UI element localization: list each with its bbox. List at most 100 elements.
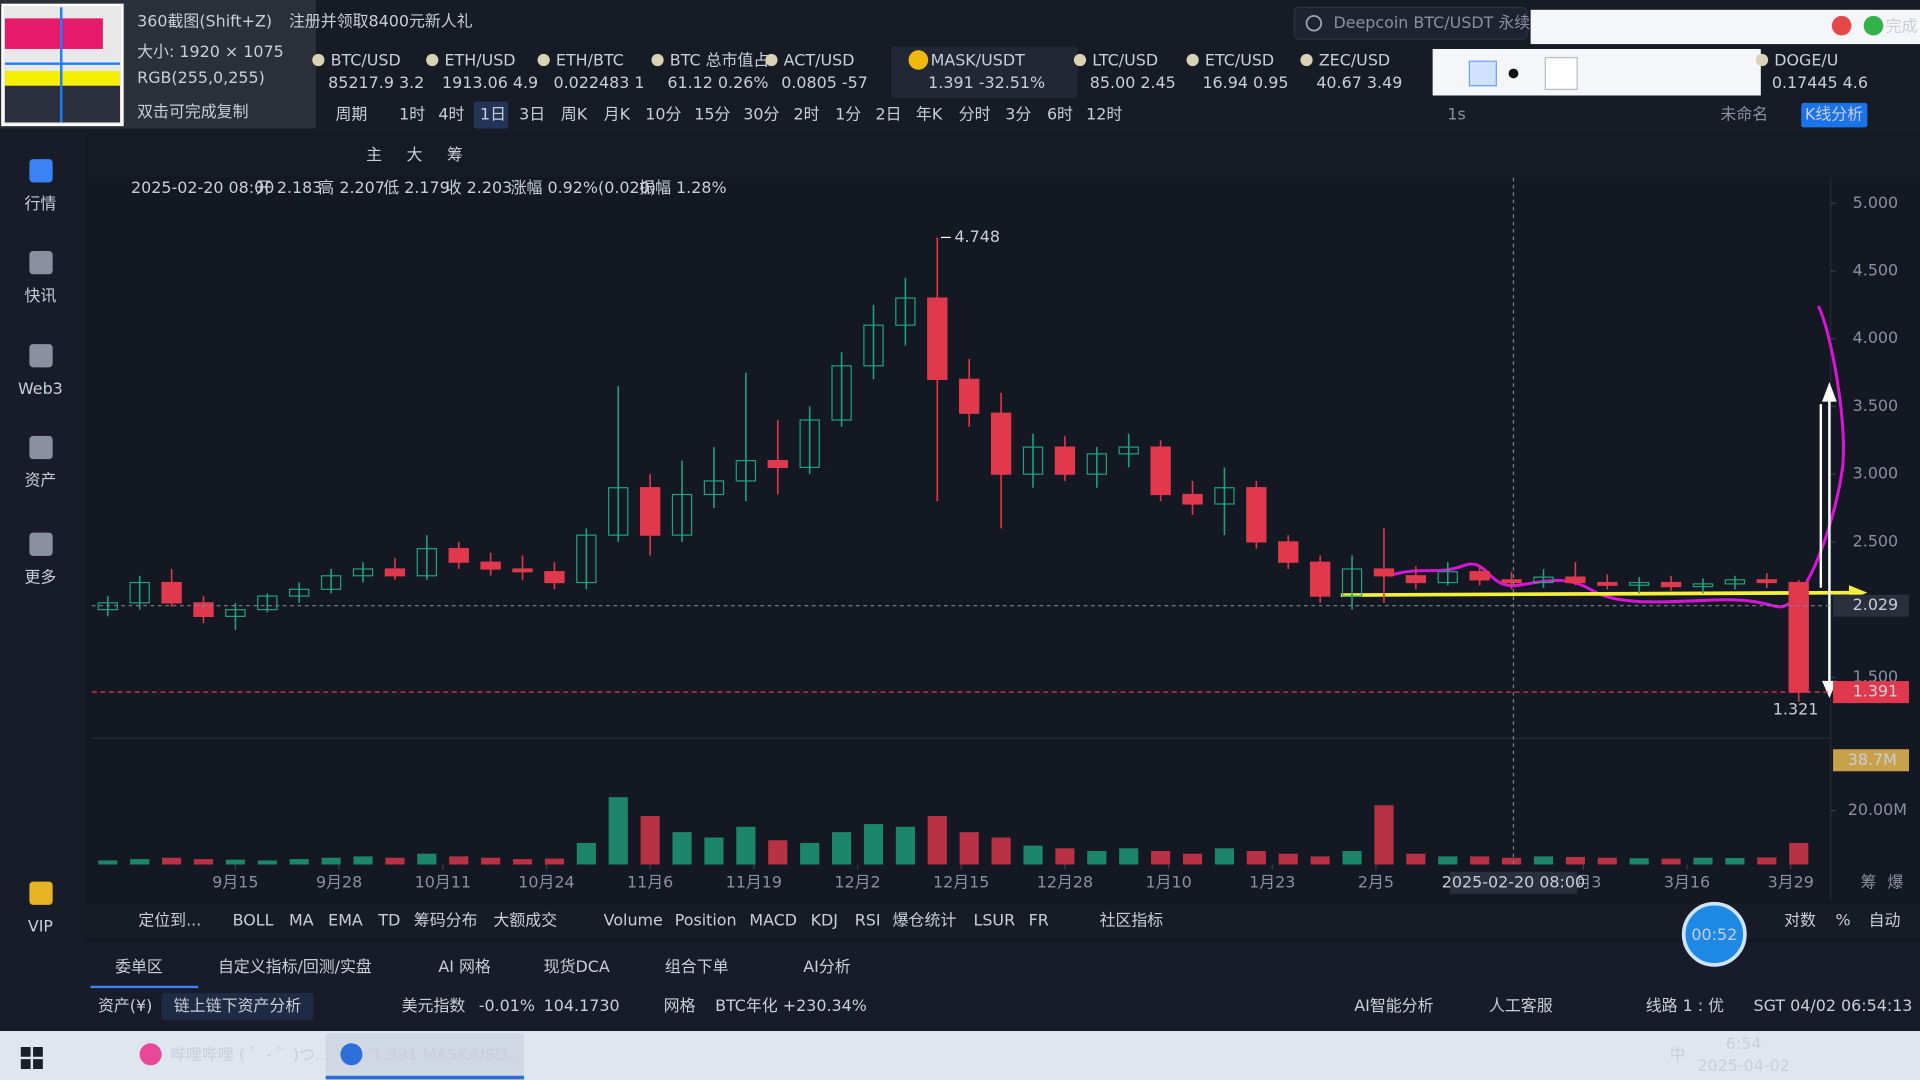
indicator-tab[interactable]: 爆仓统计 — [893, 910, 957, 929]
status-item[interactable]: AI智能分析 — [1354, 996, 1433, 1015]
drawing-tool[interactable]: 筹 — [447, 145, 463, 164]
clock-time[interactable]: 6:54 — [1726, 1034, 1762, 1053]
period-option[interactable]: 月K — [604, 105, 631, 124]
ticker-name[interactable]: ETH/USD — [444, 51, 515, 70]
ticker-name[interactable]: BTC 总市值占 — [670, 51, 769, 70]
indicator-tab[interactable]: MACD — [749, 910, 797, 929]
drawing-tool[interactable]: 大 — [407, 145, 423, 164]
indicator-tab[interactable]: FR — [1029, 910, 1049, 929]
period-option[interactable]: 1时 — [399, 105, 425, 124]
bottom-tab[interactable]: 自定义指标/回测/实盘 — [218, 957, 372, 976]
search-box[interactable] — [1293, 6, 1528, 40]
search-text[interactable]: Deepcoin BTC/USDT 永续 — [1333, 13, 1530, 32]
scale-option[interactable]: 对数 — [1784, 910, 1816, 929]
sidebar-item[interactable]: 快讯 — [24, 286, 56, 305]
clock-date[interactable]: 2025-04-02 — [1697, 1056, 1789, 1075]
period-option[interactable]: 3分 — [1005, 105, 1031, 124]
status-item[interactable]: 人工客服 — [1489, 996, 1553, 1015]
ticker-quote[interactable]: 1.391 -32.51% — [928, 73, 1045, 92]
ticker-name[interactable]: LTC/USD — [1092, 51, 1158, 70]
indicator-tab[interactable]: BOLL — [233, 910, 274, 929]
status-item[interactable]: 链上链下资产分析 — [174, 996, 301, 1015]
period-option[interactable]: 15分 — [694, 105, 730, 124]
sidebar-icon — [29, 344, 53, 368]
ohlc-info: 振幅 1.28% — [639, 178, 726, 197]
period-option[interactable]: 分时 — [959, 105, 991, 124]
period-option[interactable]: 周期 — [336, 105, 368, 124]
ticker-quote[interactable]: 0.17445 4.6 — [1772, 73, 1868, 92]
period-option[interactable]: 1分 — [835, 105, 861, 124]
period-option[interactable]: 10分 — [645, 105, 681, 124]
indicator-tab[interactable]: 定位到... — [138, 910, 201, 929]
indicator-tab[interactable]: KDJ — [811, 910, 838, 929]
period-option[interactable]: 2时 — [793, 105, 819, 124]
start-button[interactable] — [20, 1046, 43, 1069]
ticker-icon — [537, 53, 550, 67]
crosshair-date: 2025-02-20 08:00 — [1442, 872, 1585, 891]
sidebar-item[interactable]: 资产 — [24, 471, 56, 490]
done-label[interactable]: 完成 — [1886, 16, 1918, 35]
ticker-name[interactable]: ETC/USD — [1205, 51, 1274, 70]
ticker-name[interactable]: DOGE/U — [1774, 51, 1838, 70]
done-button[interactable] — [1863, 15, 1884, 36]
period-option[interactable]: 周K — [561, 105, 588, 124]
ticker-quote[interactable]: 0.0805 -57 — [781, 73, 868, 92]
ticker-quote[interactable]: 40.67 3.49 — [1316, 73, 1402, 92]
indicator-tab[interactable]: 大额成交 — [493, 910, 557, 929]
scale-option[interactable]: 自动 — [1869, 910, 1901, 929]
indicator-tab[interactable]: RSI — [855, 910, 881, 929]
ticker-quote[interactable]: 85217.9 3.2 — [328, 73, 424, 92]
cancel-button[interactable] — [1831, 15, 1852, 36]
scale-option[interactable]: % — [1836, 910, 1851, 929]
ticker-name[interactable]: ACT/USD — [784, 51, 855, 70]
indicator-tab[interactable]: 筹码分布 — [414, 910, 478, 929]
ticker-name[interactable]: ETH/BTC — [556, 51, 624, 70]
indicator-tab[interactable]: LSUR — [973, 910, 1015, 929]
indicator-tab[interactable]: Volume — [604, 910, 663, 929]
period-option[interactable]: 1日 — [480, 105, 506, 124]
ticker-name[interactable]: MASK/USDT — [931, 51, 1025, 70]
indicator-tab[interactable]: TD — [377, 910, 400, 929]
refresh-speed[interactable]: 1s — [1447, 105, 1465, 124]
period-option[interactable]: 4时 — [438, 105, 464, 124]
ticker-quote[interactable]: 1913.06 4.9 — [442, 73, 538, 92]
ticker-name[interactable]: ZEC/USD — [1319, 51, 1390, 70]
pen-size[interactable] — [1508, 68, 1519, 79]
indicator-tab[interactable]: 社区指标 — [1100, 910, 1164, 929]
ticker-quote[interactable]: 16.94 0.95 — [1202, 73, 1288, 92]
taskbar-app[interactable]: 1.391 MASK/USD... — [372, 1045, 522, 1064]
ticker-name[interactable]: BTC/USD — [331, 51, 401, 70]
sidebar-item[interactable]: 行情 — [24, 194, 56, 213]
period-option[interactable]: 30分 — [743, 105, 779, 124]
indicator-tab[interactable]: MA — [289, 910, 314, 929]
taskbar-app[interactable]: 哔哩哔哩 ( ゜- ゜)つ... — [170, 1045, 330, 1064]
ticker-quote[interactable]: 61.12 0.26% — [667, 73, 768, 92]
bottom-tab[interactable]: 委单区 — [115, 957, 163, 976]
ime-indicator[interactable]: 中 — [1670, 1045, 1686, 1064]
bottom-tab[interactable]: AI分析 — [803, 957, 850, 976]
period-option[interactable]: 6时 — [1047, 105, 1073, 124]
indicator-tab[interactable]: Position — [675, 910, 737, 929]
period-option[interactable]: 年K — [916, 105, 943, 124]
bottom-tab[interactable]: AI 网格 — [438, 957, 491, 976]
period-option[interactable]: 3日 — [519, 105, 545, 124]
palette-swatch[interactable] — [1544, 56, 1578, 90]
ticker-quote[interactable]: 0.022483 1 — [553, 73, 644, 92]
analysis-label[interactable]: K线分析 — [1805, 105, 1863, 124]
bottom-tab[interactable]: 组合下单 — [665, 957, 729, 976]
analysis-button[interactable] — [1801, 102, 1868, 128]
period-option[interactable]: 2日 — [876, 105, 902, 124]
bottom-tab[interactable]: 现货DCA — [544, 957, 610, 976]
candle-body — [129, 581, 150, 604]
status-item: 104.1730 — [544, 996, 620, 1015]
ticker-quote[interactable]: 85.00 2.45 — [1090, 73, 1176, 92]
drawing-tool[interactable]: 主 — [366, 145, 382, 164]
period-option[interactable]: 12时 — [1086, 105, 1122, 124]
sidebar-item[interactable]: Web3 — [18, 379, 63, 398]
sidebar-item[interactable]: 更多 — [24, 567, 56, 586]
layout-name[interactable]: 未命名 — [1720, 105, 1768, 124]
sidebar-item[interactable]: VIP — [28, 916, 54, 935]
pen-size[interactable] — [1468, 60, 1497, 87]
indicator-tab[interactable]: EMA — [328, 910, 363, 929]
timer-bubble[interactable] — [1681, 901, 1747, 967]
